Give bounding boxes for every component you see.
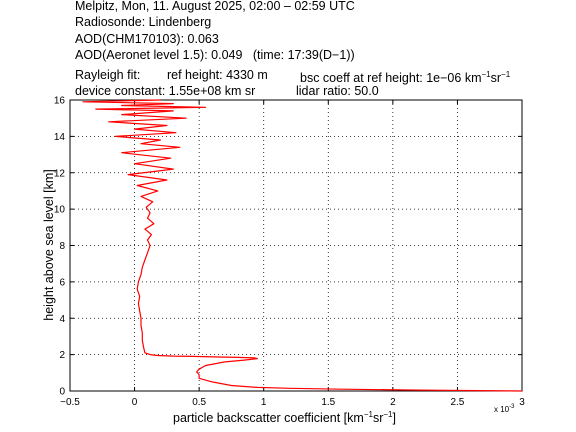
header-line-1: Melpitz, Mon, 11. August 2025, 02:00 – 0… xyxy=(75,0,355,13)
ref-height: ref height: 4330 m xyxy=(167,68,268,82)
rayleigh-fit-label: Rayleigh fit: xyxy=(75,68,141,82)
y-tick-label: 6 xyxy=(59,277,65,288)
x-axis-label: particle backscatter coefficient [km−1sr… xyxy=(173,410,396,425)
y-tick-label: 12 xyxy=(54,168,66,179)
x-multiplier: x 10-3 xyxy=(494,404,515,414)
header-line-2: Radiosonde: Lindenberg xyxy=(75,15,212,29)
series-line xyxy=(82,99,523,392)
y-tick-label: 2 xyxy=(59,350,65,361)
device-constant: device constant: 1.55e+08 km sr xyxy=(75,84,256,98)
lidar-ratio: lidar ratio: 50.0 xyxy=(296,84,379,98)
x-tick-label: 1.5 xyxy=(321,397,335,408)
y-axis-label: height above sea level [km] xyxy=(42,169,56,320)
x-tick-label: 1 xyxy=(261,397,267,408)
y-tick-label: 14 xyxy=(54,132,66,143)
x-tick-label: 3 xyxy=(519,397,525,408)
header-line-3: AOD(CHM170103): 0.063 xyxy=(75,32,219,46)
bsc-coeff: bsc coeff at ref height: 1e−06 km−1sr−1 xyxy=(300,70,511,86)
y-tick-label: 8 xyxy=(59,241,65,252)
y-tick-label: 10 xyxy=(54,205,66,216)
y-tick-label: 4 xyxy=(59,314,65,325)
grid-lines xyxy=(70,100,522,391)
x-tick-label: 2 xyxy=(390,397,396,408)
bsc-coeff-text: bsc coeff at ref height: 1e−06 km xyxy=(300,71,482,86)
x-tick-label: −0.5 xyxy=(60,397,80,408)
series-group xyxy=(82,99,523,392)
x-tick-label: 2.5 xyxy=(450,397,464,408)
header-line-4: AOD(Aeronet level 1.5): 0.049 (time: 17:… xyxy=(75,48,355,62)
x-tick-label: 0 xyxy=(132,397,138,408)
y-tick-label: 16 xyxy=(54,96,66,107)
x-tick-label: 0.5 xyxy=(192,397,206,408)
y-tick-label: 0 xyxy=(59,387,65,398)
